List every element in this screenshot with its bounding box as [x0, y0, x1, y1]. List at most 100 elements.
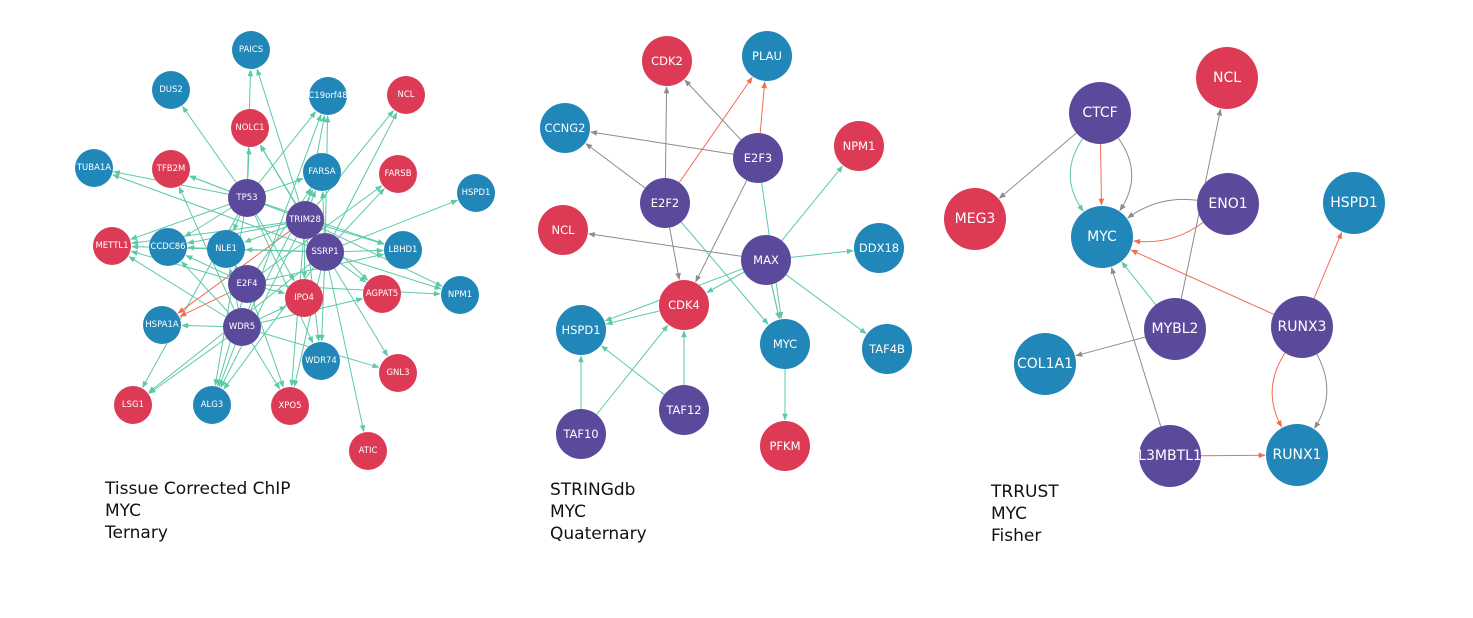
node-wdr74-label: WDR74 — [305, 356, 337, 366]
node-tp53-circle — [228, 179, 266, 217]
node-npm1: NPM1 — [441, 276, 479, 314]
network-string: CDK2 PLAU CCNG2 E2F3 NPM1 E2F2 NCL MAX DDX18 CDK4… — [538, 31, 912, 471]
network-trrust: CTCF NCL MEG3 ENO1 MYC HSPD1 MYBL2 RUNX3 COL1A1 L… — [944, 47, 1385, 487]
caption-trrust-line-3: Fisher — [991, 526, 1042, 546]
edge-wdr5-to-ipo4 — [258, 306, 287, 320]
node-runx3: RUNX3 — [1271, 296, 1333, 358]
node-tuba1a-label: TUBA1A — [76, 163, 111, 173]
edge-runx3-to-runx1 — [1271, 352, 1286, 428]
edge-max-to-cdk4 — [706, 271, 745, 293]
chip-edges — [112, 68, 459, 433]
node-xpo5-circle — [271, 387, 309, 425]
node-lbhd1-label: LBHD1 — [389, 245, 418, 255]
caption-string-line-1: STRINGdb — [550, 480, 636, 500]
node-runx3-circle — [1271, 296, 1333, 358]
edge-max-to-ncl — [588, 231, 742, 257]
node-npm1-circle — [441, 276, 479, 314]
node-farsb: FARSB — [379, 155, 417, 193]
node-nolc1: NOLC1 — [231, 109, 269, 147]
node-hspd1: HSPD1 — [1323, 172, 1385, 234]
node-myc-label: MYC — [1087, 229, 1117, 245]
node-ncl-label: NCL — [397, 90, 414, 100]
node-nolc1-circle — [231, 109, 269, 147]
node-taf4b: TAF4B — [862, 324, 912, 374]
caption-string-line-2: MYC — [550, 502, 586, 522]
edge-runx3-to-hspd1 — [1313, 231, 1343, 299]
edge-mybl2-to-myc — [1121, 261, 1157, 306]
edge-eno1-to-myc — [1133, 221, 1204, 245]
edge-tp53-to-ccdc86 — [184, 207, 232, 237]
node-agpat5-label: AGPAT5 — [366, 289, 399, 299]
node-mybl2-label: MYBL2 — [1152, 321, 1199, 337]
node-wdr74-circle — [302, 342, 340, 380]
edge-e2f4-to-nle1 — [235, 265, 242, 273]
node-trim28-label: TRIM28 — [288, 215, 321, 225]
edge-e2f2-to-cdk2 — [663, 86, 670, 179]
chip-nodes: PAICS DUS2 C19orf48 NCL NOLC1 TUBA1A TFB2M FARS… — [75, 31, 495, 470]
edge-trim28-to-lbhd1 — [323, 225, 385, 245]
caption-string-line-3: Quaternary — [550, 524, 647, 544]
node-gnl3-circle — [379, 354, 417, 392]
node-farsb-label: FARSB — [384, 169, 411, 179]
node-ncl-label: NCL — [1213, 70, 1241, 86]
node-lsg1-circle — [114, 386, 152, 424]
node-hspa1a-circle — [143, 306, 181, 344]
node-trim28: TRIM28 — [286, 201, 324, 239]
node-ccng2-label: CCNG2 — [545, 121, 586, 135]
edge-ctcf-to-myc — [1117, 137, 1133, 212]
node-tp53-label: TP53 — [235, 193, 257, 203]
node-paics: PAICS — [232, 31, 270, 69]
caption-chip-line-1: Tissue Corrected ChIP — [105, 479, 291, 499]
node-taf12-label: TAF12 — [665, 403, 701, 417]
edge-ssrp1-to-lbhd1 — [343, 247, 384, 254]
node-xpo5-label: XPO5 — [278, 401, 301, 411]
caption-trrust: TRRUST MYC Fisher — [991, 481, 1059, 547]
node-runx3-label: RUNX3 — [1278, 319, 1327, 335]
edge-ssrp1-to-atic — [328, 270, 366, 433]
edge-tp53-to-wdr74 — [254, 215, 314, 344]
node-nle1-label: NLE1 — [215, 244, 237, 254]
edge-trim28-to-ccdc86 — [186, 223, 287, 245]
node-cdk4-circle — [659, 280, 709, 330]
node-col1a1-label: COL1A1 — [1017, 356, 1073, 372]
edge-trim28-to-alg3 — [220, 236, 297, 388]
node-mettl1-label: METTL1 — [95, 241, 128, 251]
node-eno1: ENO1 — [1197, 173, 1259, 235]
node-hspd1: HSPD1 — [556, 305, 606, 355]
node-hspd1-label: HSPD1 — [462, 188, 491, 198]
node-ssrp1: SSRP1 — [306, 233, 344, 271]
node-e2f4-label: E2F4 — [236, 279, 257, 289]
node-atic-label: ATIC — [359, 446, 378, 456]
node-hspd1-circle — [1323, 172, 1385, 234]
edge-tp53-to-nle1 — [233, 215, 241, 232]
node-ssrp1-label: SSRP1 — [311, 247, 338, 257]
edge-mybl2-to-col1a1 — [1075, 336, 1146, 357]
node-hspd1: HSPD1 — [457, 174, 495, 212]
edge-ssrp1-to-farsb — [337, 188, 385, 239]
node-tuba1a: TUBA1A — [75, 149, 113, 187]
edge-wdr5-to-mettl1 — [128, 256, 227, 318]
node-max-circle — [741, 235, 791, 285]
node-pfkm-circle — [760, 421, 810, 471]
node-l3mbtl1-label: L3MBTL1 — [1138, 448, 1202, 464]
node-wdr5-label: WDR5 — [229, 322, 255, 332]
caption-string: STRINGdb MYC Quaternary — [550, 479, 647, 545]
node-ddx18-circle — [854, 223, 904, 273]
edge-runx3-to-runx1 — [1314, 353, 1328, 429]
edge-e2f3-to-cdk2 — [684, 79, 742, 141]
node-pfkm-label: PFKM — [769, 439, 800, 453]
node-e2f2: E2F2 — [640, 178, 690, 228]
edge-wdr5-to-tfb2m — [178, 186, 235, 310]
node-atic: ATIC — [349, 432, 387, 470]
node-plau: PLAU — [742, 31, 792, 81]
node-taf10-circle — [556, 409, 606, 459]
edge-ssrp1-to-hspd1 — [342, 199, 459, 246]
node-ddx18: DDX18 — [854, 223, 904, 273]
node-ncl: NCL — [538, 205, 588, 255]
node-hspd1-label: HSPD1 — [1330, 195, 1378, 211]
node-c19orf48-circle — [309, 77, 347, 115]
node-max: MAX — [741, 235, 791, 285]
edge-ctcf-to-myc — [1069, 138, 1084, 212]
node-npm1-label: NPM1 — [843, 139, 876, 153]
node-meg3: MEG3 — [944, 188, 1006, 250]
